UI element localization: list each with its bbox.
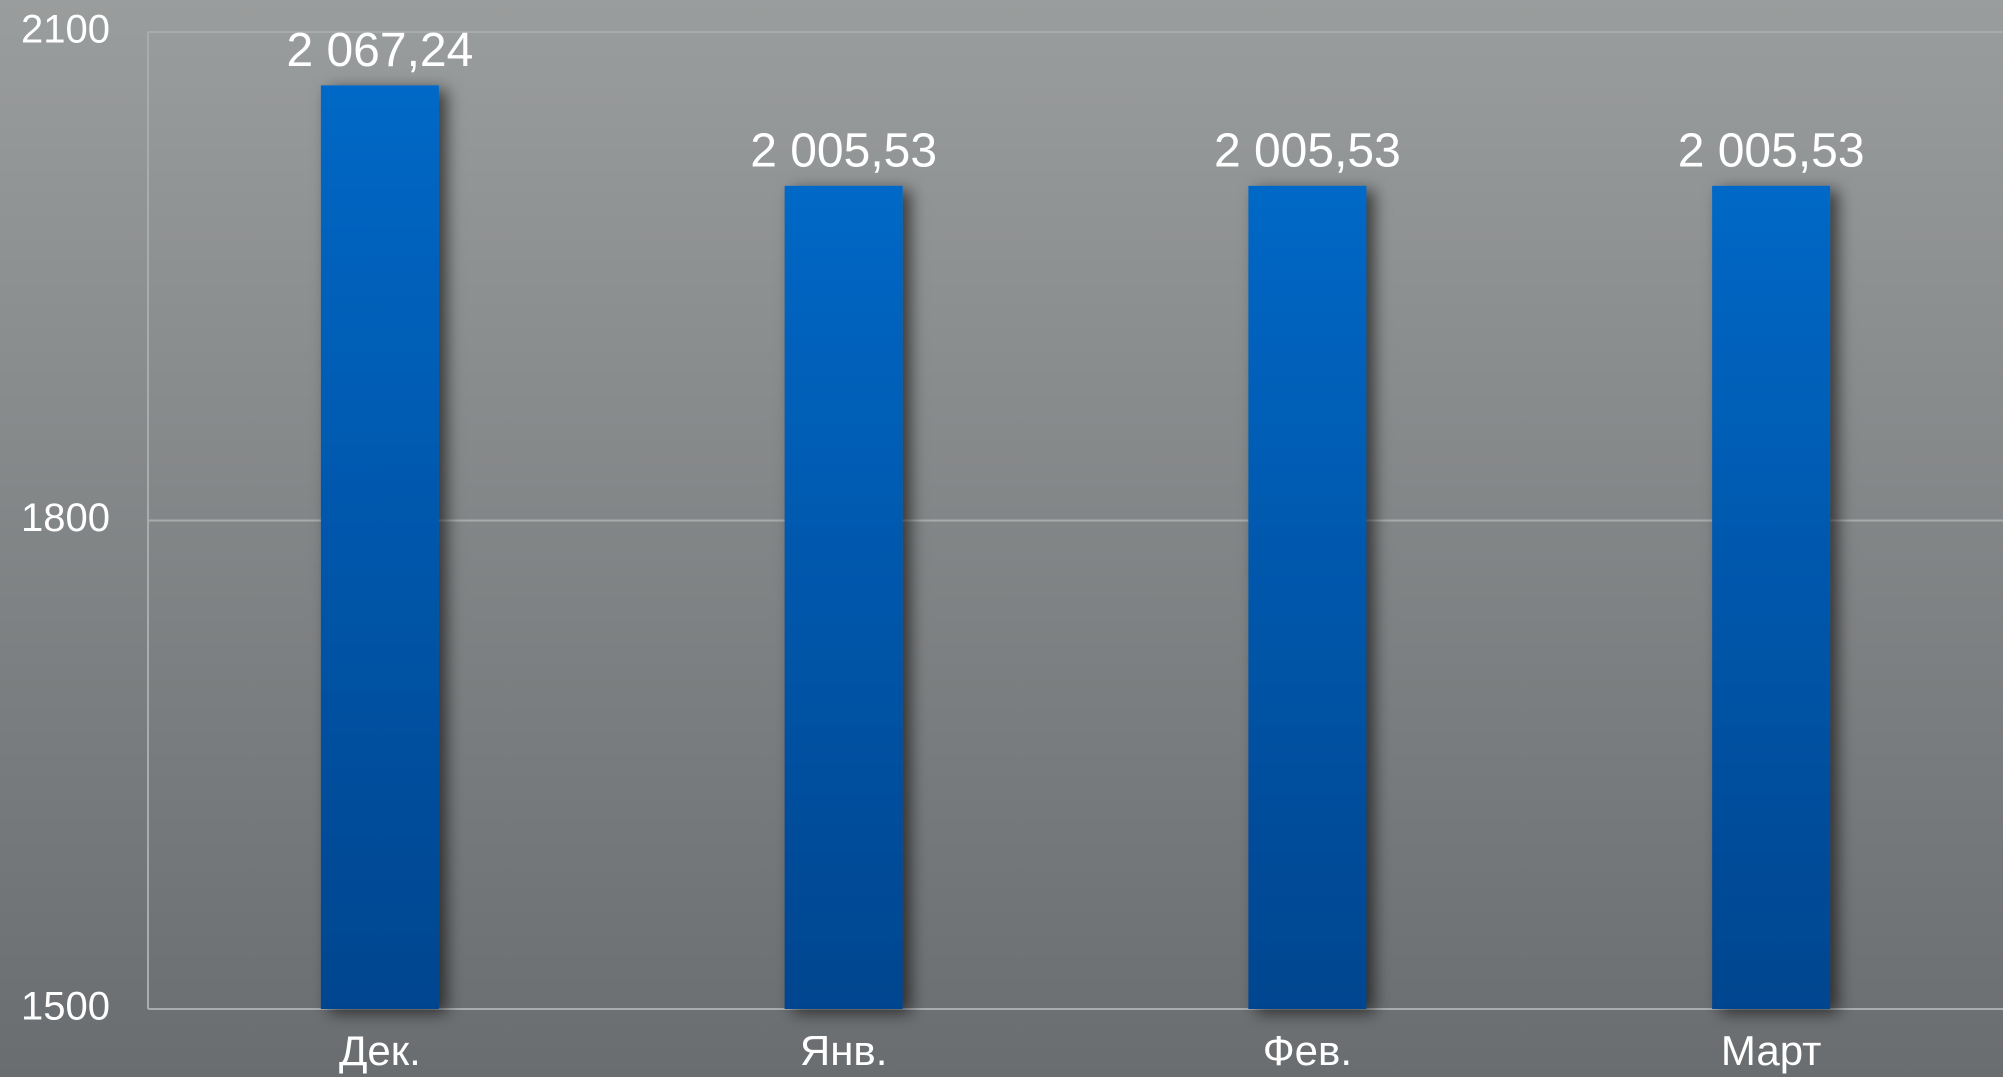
value-label: 2 005,53 bbox=[750, 125, 937, 178]
x-tick-label: Фев. bbox=[1263, 1027, 1352, 1074]
y-tick-label: 2100 bbox=[21, 8, 110, 52]
x-tick-label: Янв. bbox=[800, 1027, 888, 1074]
value-label: 2 005,53 bbox=[1678, 125, 1865, 178]
y-tick-label: 1500 bbox=[21, 985, 110, 1029]
bar bbox=[1712, 185, 1831, 1010]
plot: 1500 1800 2100 Дек. 2 067,24 Янв. 2 005,53 Фев.… bbox=[21, 8, 2003, 1074]
y-tick-label: 1800 bbox=[21, 496, 110, 540]
bar bbox=[784, 185, 903, 1010]
bar bbox=[320, 85, 439, 1010]
x-tick-label: Дек. bbox=[339, 1027, 421, 1074]
value-label: 2 005,53 bbox=[1214, 125, 1401, 178]
bar bbox=[1248, 185, 1367, 1010]
x-tick-label: Март bbox=[1721, 1027, 1822, 1074]
value-label: 2 067,24 bbox=[286, 24, 473, 77]
